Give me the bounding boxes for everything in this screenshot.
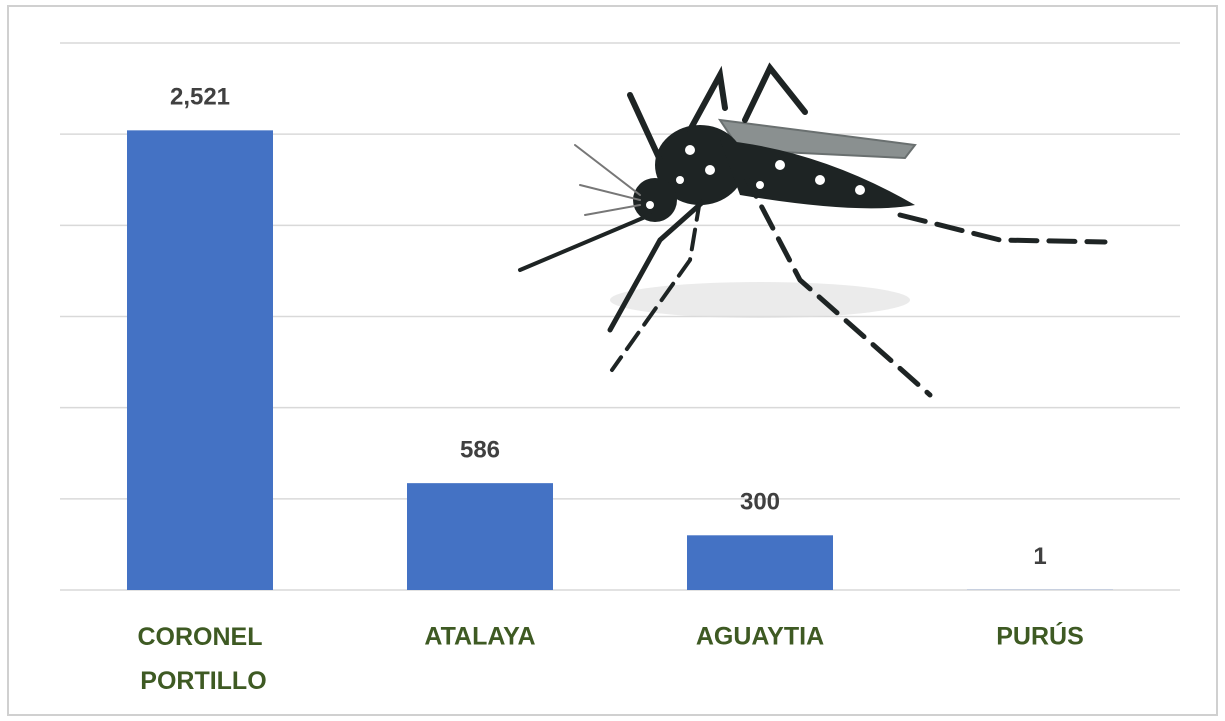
bars (127, 130, 1113, 591)
bar (687, 535, 833, 590)
bar (407, 483, 553, 590)
bar (127, 130, 273, 591)
x-tick-label: ATALAYA (424, 623, 535, 651)
x-tick-label: PURÚS (996, 621, 1084, 651)
value-label: 586 (460, 436, 500, 463)
value-label: 2,521 (170, 84, 230, 111)
x-tick-label: AGUAYTIA (696, 623, 824, 651)
value-label: 1 (1033, 543, 1046, 570)
value-label: 300 (740, 489, 780, 516)
mosquito-illustration (518, 62, 1108, 398)
x-tick-label: CORONEL PORTILLO (133, 623, 266, 695)
